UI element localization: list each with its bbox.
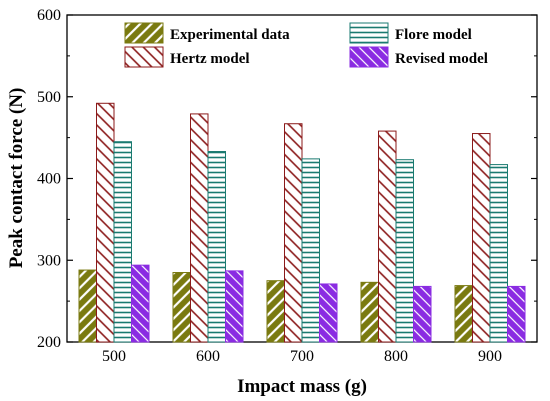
y-tick-label: 600	[37, 7, 61, 24]
bar-flore-model-900	[489, 164, 508, 343]
bar-hertz-model-900	[472, 133, 491, 343]
bar-revised-model-800	[413, 285, 432, 343]
x-tick-label: 900	[478, 348, 502, 365]
bar-hertz-model-700	[284, 123, 303, 343]
legend-label-hertz-model: Hertz model	[170, 51, 250, 67]
x-tick-label: 800	[384, 348, 408, 365]
y-axis: 200 300 400 500 600	[37, 7, 537, 351]
bar-experimental-data-800	[360, 281, 379, 343]
bar-hertz-model-600	[190, 113, 209, 343]
bar-experimental-data-600	[172, 272, 191, 343]
bar-series-group	[78, 102, 526, 343]
x-tick-label: 700	[290, 348, 314, 365]
legend-swatch-flore-model	[349, 22, 389, 44]
bar-flore-model-700	[301, 158, 320, 343]
y-axis-title: Peak contact force (N)	[6, 88, 27, 269]
legend-label-experimental-data: Experimental data	[170, 27, 290, 43]
y-tick-label: 500	[37, 89, 61, 106]
bar-revised-model-500	[131, 264, 150, 343]
bar-revised-model-600	[225, 270, 244, 343]
x-axis-title: Impact mass (g)	[237, 376, 367, 397]
bar-flore-model-800	[395, 159, 414, 343]
bar-hertz-model-500	[96, 102, 115, 343]
legend-label-revised-model: Revised model	[395, 51, 488, 67]
bar-hertz-model-800	[378, 130, 397, 343]
legend-label-flore-model: Flore model	[395, 27, 472, 43]
y-tick-label: 400	[37, 171, 61, 188]
bar-revised-model-700	[319, 283, 338, 343]
legend-swatch-hertz-model	[124, 46, 164, 68]
x-tick-label: 500	[102, 348, 126, 365]
bar-experimental-data-500	[78, 269, 97, 343]
bar-flore-model-600	[207, 151, 226, 343]
bar-revised-model-900	[507, 285, 526, 343]
bar-flore-model-500	[113, 141, 132, 343]
legend-swatch-revised-model	[349, 46, 389, 68]
x-tick-label: 600	[196, 348, 220, 365]
bar-experimental-data-900	[454, 285, 473, 343]
y-tick-label: 300	[37, 252, 61, 269]
legend-swatch-experimental-data	[124, 22, 164, 44]
bar-experimental-data-700	[266, 280, 285, 343]
legend: Experimental data Flore model Hertz model R…	[124, 22, 488, 68]
y-tick-label: 200	[37, 334, 61, 351]
